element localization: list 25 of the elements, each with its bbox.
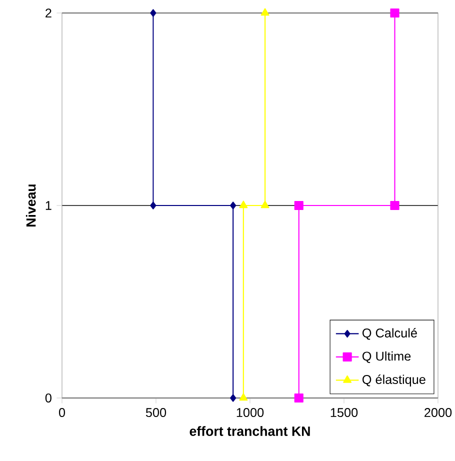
- legend-label: Q Ultime: [362, 351, 411, 363]
- point: [260, 8, 270, 16]
- y-tick-label: 0: [45, 394, 52, 402]
- y-tick-label: 1: [46, 201, 52, 210]
- point: [390, 200, 400, 210]
- x-tick-label: 1000: [236, 408, 264, 418]
- point: [150, 9, 156, 17]
- point: [390, 8, 400, 18]
- x-axis-title: effort tranchant KN: [190, 426, 310, 436]
- point: [230, 202, 236, 210]
- point: [239, 200, 248, 208]
- x-tick-label: 2000: [424, 408, 452, 418]
- y-axis-title: Niveau: [26, 184, 36, 226]
- point: [294, 200, 304, 210]
- point: [294, 393, 304, 403]
- point: [150, 202, 156, 210]
- point: [239, 393, 248, 401]
- x-tick-label: 0: [58, 408, 66, 418]
- x-tick-label: 1500: [330, 408, 358, 418]
- point: [230, 394, 236, 402]
- y-tick-label: 2: [46, 8, 52, 18]
- legend-label: Q Calculé: [362, 328, 417, 340]
- legend-label: Q élastique: [362, 374, 426, 387]
- x-tick-label: 500: [146, 408, 166, 418]
- point: [260, 200, 270, 208]
